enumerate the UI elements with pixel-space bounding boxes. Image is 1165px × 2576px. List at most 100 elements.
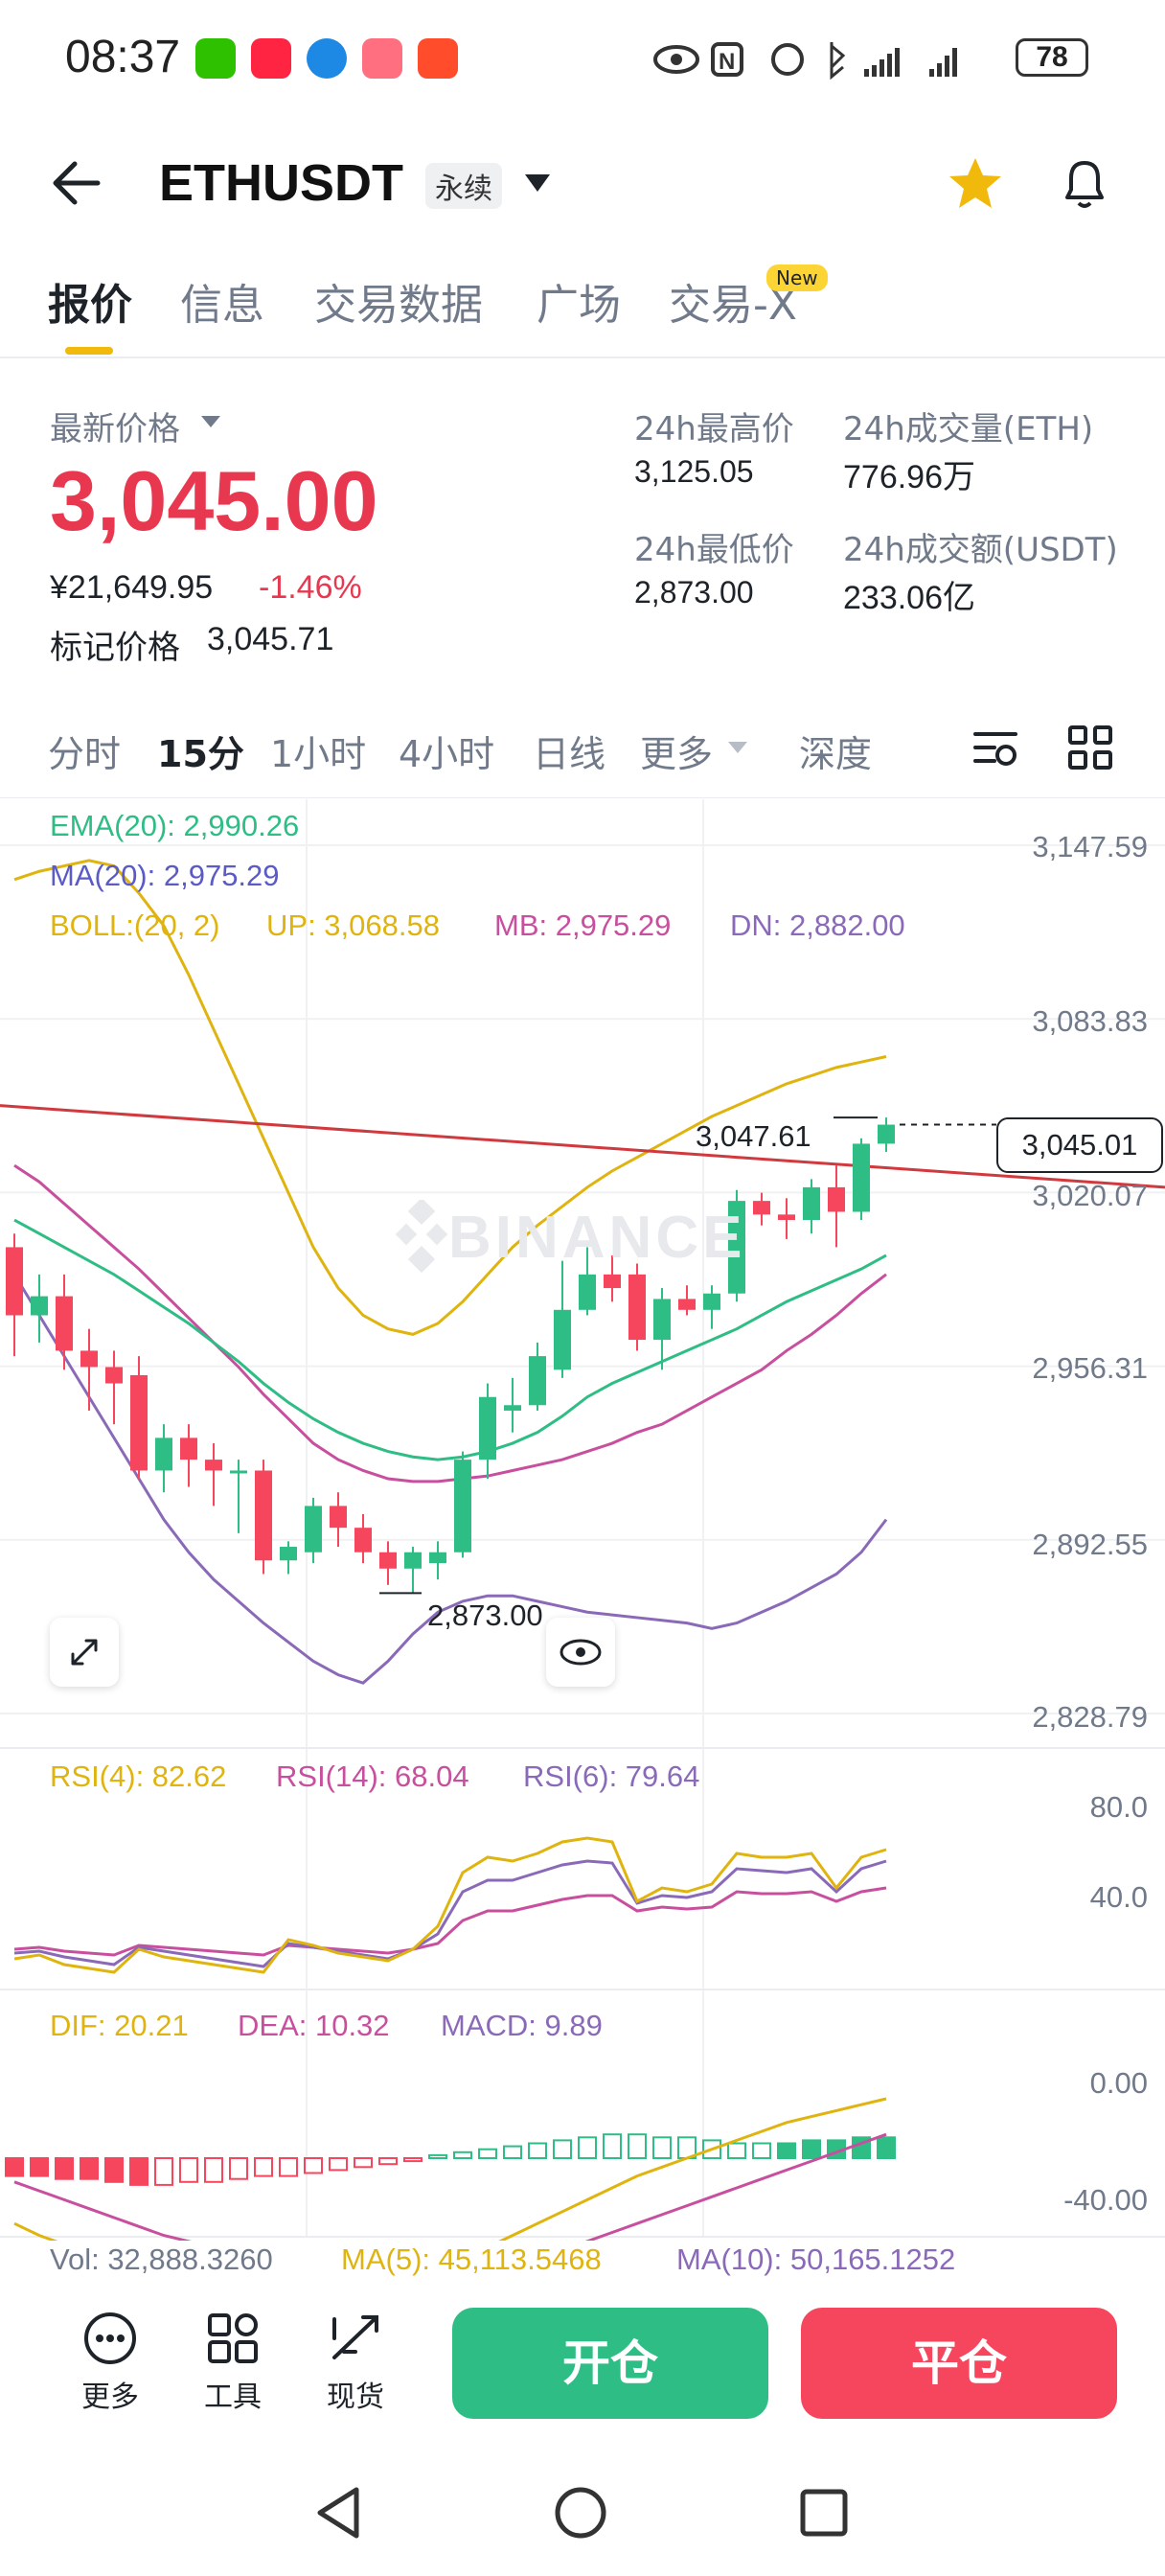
tabs-divider: [0, 356, 1165, 358]
candle-body: [255, 1470, 272, 1561]
volume-label: 24h成交量(ETH): [843, 410, 1094, 448]
visibility-toggle[interactable]: [546, 1618, 615, 1687]
interval-15m[interactable]: 15分: [157, 733, 244, 775]
fullscreen-button[interactable]: [50, 1618, 119, 1687]
interval-depth[interactable]: 深度: [799, 733, 873, 775]
candle-body: [703, 1293, 720, 1310]
macd-histogram-bar: [55, 2157, 74, 2180]
tab-square[interactable]: 广场: [537, 281, 621, 330]
caret-down-icon[interactable]: [199, 414, 222, 429]
tools-button[interactable]: 工具: [190, 2310, 276, 2415]
candle-body: [853, 1143, 870, 1212]
low-label: 24h最低价: [634, 531, 794, 569]
turnover-value: 233.06亿: [843, 580, 975, 616]
rsi-y-tick: 40.0: [1089, 1880, 1148, 1914]
tab-trading-data[interactable]: 交易数据: [314, 281, 483, 330]
latest-price-label[interactable]: 最新价格: [50, 410, 180, 448]
more-button[interactable]: 更多: [67, 2310, 153, 2415]
macd-histogram-bar: [378, 2157, 398, 2166]
mark-price-label: 标记价格: [50, 630, 180, 666]
candle-body: [454, 1460, 471, 1552]
candle-body: [105, 1367, 123, 1384]
macd-dif-line: [13, 2097, 887, 2241]
low-marker-label: 2,873.00: [427, 1598, 543, 1632]
battery-indicator: 78: [1016, 38, 1088, 77]
candle-body: [230, 1470, 247, 1474]
layout-grid-icon[interactable]: [1067, 724, 1113, 770]
candlestick-chart[interactable]: [0, 799, 1165, 2241]
candle-body: [180, 1438, 197, 1460]
current-price-tag[interactable]: 3,045.01: [996, 1117, 1163, 1173]
high-marker-label: 3,047.61: [696, 1119, 811, 1153]
high-label: 24h最高价: [634, 410, 794, 448]
back-arrow-icon[interactable]: [50, 159, 103, 207]
more-dots-icon: [84, 2312, 136, 2364]
rsi-y-tick: 80.0: [1089, 1790, 1148, 1824]
volume-ma5-legend: MA(5): 45,113.5468: [341, 2242, 602, 2276]
macd-histogram-bar: [428, 2153, 447, 2160]
status-time: 08:37: [65, 32, 181, 82]
macd-histogram-bar: [553, 2139, 572, 2160]
contract-type-badge: 永续: [425, 163, 502, 209]
macd-dea-line: [13, 2132, 887, 2241]
macd-legend: MACD: 9.89: [441, 2009, 603, 2042]
volume-legend: Vol: 32,888.3260: [50, 2242, 273, 2276]
macd-histogram-bar: [254, 2157, 273, 2177]
expand-icon: [71, 1639, 98, 1666]
symbol-title[interactable]: ETHUSDT: [159, 154, 403, 212]
candle-body: [155, 1438, 172, 1471]
candle-body: [354, 1528, 372, 1552]
macd-y-tick: -40.00: [1063, 2183, 1148, 2217]
interval-1h[interactable]: 1小时: [270, 733, 367, 775]
candle-body: [379, 1552, 397, 1569]
candle-body: [504, 1405, 521, 1411]
candle-body: [778, 1214, 795, 1221]
nav-home-icon[interactable]: [552, 2484, 609, 2542]
interval-4h[interactable]: 4小时: [399, 733, 495, 775]
volume-value: 776.96万: [843, 459, 975, 495]
macd-histogram-bar: [154, 2157, 173, 2186]
macd-histogram-bar: [5, 2157, 24, 2177]
binance-logo-icon: [395, 1200, 448, 1273]
indicator-settings-icon[interactable]: [971, 724, 1019, 770]
candle-body: [330, 1506, 347, 1529]
binance-watermark: BINANCE: [448, 1205, 746, 1271]
rsi4-line: [13, 1836, 887, 1974]
high-value: 3,125.05: [634, 454, 754, 489]
tab-info[interactable]: 信息: [180, 281, 264, 330]
caret-down-icon[interactable]: [726, 740, 749, 755]
macd-histogram-bar: [727, 2142, 746, 2159]
cny-price: ¥21,649.95: [50, 569, 214, 606]
dea-legend: DEA: 10.32: [238, 2009, 390, 2042]
favorite-star-icon[interactable]: [947, 155, 1004, 211]
candle-body: [678, 1299, 696, 1310]
tools-grid-icon: [208, 2313, 258, 2363]
nav-back-icon[interactable]: [310, 2484, 368, 2542]
bell-icon[interactable]: [1058, 155, 1111, 213]
nav-recents-icon[interactable]: [795, 2484, 853, 2542]
ema-legend: EMA(20): 2,990.26: [50, 809, 300, 842]
tab-quote[interactable]: 报价: [48, 281, 132, 330]
chevron-down-icon[interactable]: [523, 172, 552, 194]
interval-timeshare[interactable]: 分时: [48, 733, 122, 775]
boll-lower-line: [12, 1274, 888, 1685]
game-icon: [362, 38, 402, 79]
interval-daily[interactable]: 日线: [533, 733, 606, 775]
turnover-label: 24h成交额(USDT): [843, 531, 1118, 569]
macd-histogram-bar: [204, 2157, 223, 2183]
volume-ma10-legend: MA(10): 50,165.1252: [676, 2242, 956, 2276]
app-icon: [307, 38, 347, 79]
latest-price: 3,045.00: [50, 453, 378, 548]
interval-more[interactable]: 更多: [640, 733, 714, 775]
close-position-button[interactable]: 平仓: [801, 2308, 1117, 2419]
candle-body: [6, 1247, 23, 1316]
candle-body: [280, 1547, 297, 1561]
open-position-button[interactable]: 开仓: [452, 2308, 768, 2419]
y-tick: 2,828.79: [1032, 1700, 1148, 1734]
macd-histogram-bar: [30, 2157, 49, 2177]
status-bar: 08:37 N 78: [0, 0, 1165, 115]
candle-body: [828, 1186, 845, 1212]
macd-histogram-bar: [628, 2133, 647, 2159]
rsi14-line: [13, 1886, 887, 1957]
spot-button[interactable]: 现货: [312, 2310, 399, 2415]
